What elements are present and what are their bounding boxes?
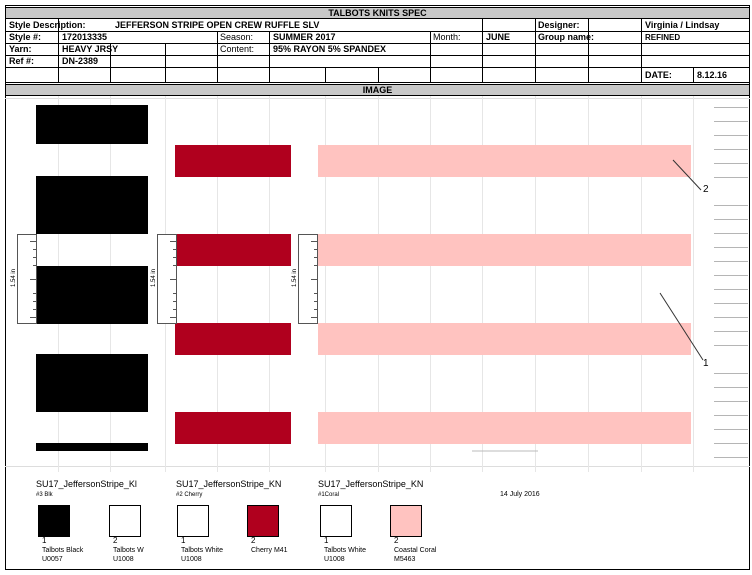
swatch-number: 2 [251, 536, 256, 545]
swatch-number: 2 [394, 536, 399, 545]
swatch-name: Talbots W [113, 547, 144, 554]
style-number-value: 172013335 [62, 32, 108, 42]
spec-title: TALBOTS KNITS SPEC [328, 8, 427, 18]
yarn-label: Yarn: [9, 44, 32, 54]
swatch-number: 2 [113, 536, 118, 545]
measure-ruler-black: 1.54 in [11, 234, 37, 324]
spec-sheet-frame [5, 5, 750, 570]
swatch-talbots-white [177, 505, 209, 537]
date-stamp: 14 July 2016 [500, 491, 540, 498]
style-number-label: Style #: [9, 32, 42, 42]
season-value: SUMMER 2017 [273, 32, 336, 42]
swatch-code: M5463 [394, 556, 416, 563]
swatch-number: 1 [324, 536, 329, 545]
month-value: JUNE [486, 32, 511, 42]
swatch-talbots-black [38, 505, 70, 537]
content-label: Content: [220, 44, 255, 54]
measure-ruler-coral: 1.54 in [292, 234, 318, 324]
swatch-name: Talbots White [324, 547, 367, 554]
colorway-file-name: SU17_JeffersonStripe_Kl [36, 479, 137, 489]
ref-value: DN-2389 [62, 56, 99, 66]
swatch-name: Talbots White [181, 547, 224, 554]
swatch-cherry [247, 505, 279, 537]
swatch-talbots-white [320, 505, 352, 537]
group-name-label: Group name: [538, 32, 595, 42]
callout-1: 1 [703, 358, 709, 369]
style-description-label: Style Description: [9, 20, 86, 30]
swatch-name: Coastal Coral [394, 547, 437, 554]
swatch-code: U1008 [181, 556, 202, 563]
colorway-label: #3 Blk [36, 492, 53, 498]
callout-2: 2 [703, 184, 709, 195]
swatch-code: U1008 [113, 556, 134, 563]
date-label: DATE: [645, 70, 672, 80]
colorway-file-name: SU17_JeffersonStripe_KN [176, 479, 282, 489]
ref-label: Ref #: [9, 56, 35, 66]
colorway-label: #2 Cherry [176, 492, 203, 498]
designer-value: Virginia / Lindsay [645, 20, 720, 30]
date-value: 8.12.16 [697, 70, 728, 80]
group-name-value: REFINED [645, 33, 681, 42]
swatch-code: U1008 [324, 556, 345, 563]
spec-title-bar: TALBOTS KNITS SPEC [5, 7, 750, 19]
season-label: Season: [220, 32, 254, 42]
content-value: 95% RAYON 5% SPANDEX [273, 44, 387, 54]
swatch-code: U0057 [42, 556, 63, 563]
colorway-label: #1Coral [318, 492, 340, 498]
colorway-file-name: SU17_JeffersonStripe_KN [318, 479, 424, 489]
swatch-name: Talbots Black [42, 547, 84, 554]
month-label: Month: [433, 32, 461, 42]
swatch-number: 1 [181, 536, 186, 545]
designer-label: Designer: [538, 20, 580, 30]
image-section-bar: IMAGE [5, 84, 750, 96]
image-section-title: IMAGE [362, 85, 393, 95]
yarn-value: HEAVY JRSY [62, 44, 119, 54]
swatch-coastal-coral [390, 505, 422, 537]
swatch-name: Cherry M41 [251, 547, 288, 554]
measure-ruler-cherry: 1.54 in [151, 234, 177, 324]
swatch-number: 1 [42, 536, 47, 545]
style-description-value: JEFFERSON STRIPE OPEN CREW RUFFLE SLV [115, 20, 320, 30]
swatch-talbots-white [109, 505, 141, 537]
